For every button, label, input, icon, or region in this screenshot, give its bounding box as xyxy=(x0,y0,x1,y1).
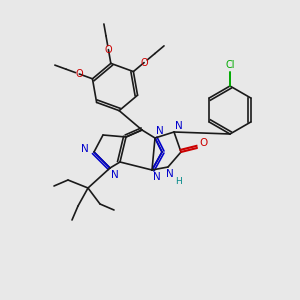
Text: N: N xyxy=(166,169,174,179)
Text: N: N xyxy=(111,170,119,180)
Text: N: N xyxy=(153,172,161,182)
Text: Cl: Cl xyxy=(225,60,235,70)
Text: H: H xyxy=(175,176,182,185)
Text: O: O xyxy=(140,58,148,68)
Text: N: N xyxy=(156,126,164,136)
Text: N: N xyxy=(81,144,89,154)
Text: N: N xyxy=(175,121,183,131)
Text: O: O xyxy=(76,69,83,79)
Text: O: O xyxy=(105,45,112,55)
Text: O: O xyxy=(200,138,208,148)
